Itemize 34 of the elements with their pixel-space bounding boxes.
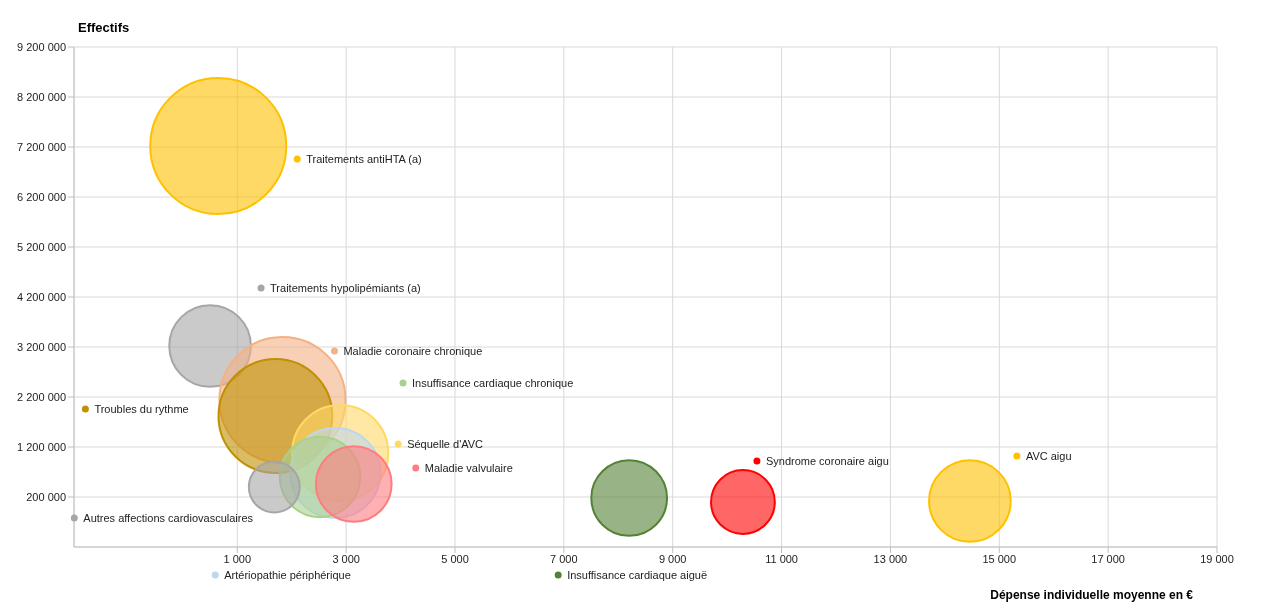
x-tick-label: 13 000 — [873, 552, 908, 565]
legend-label: Autres affections cardiovasculaires — [83, 512, 254, 524]
legend-label: Maladie coronaire chronique — [343, 345, 483, 357]
x-tick-label: 9 000 — [658, 552, 687, 565]
x-tick-label: 19 000 — [1200, 552, 1234, 565]
y-tick-label: 5 200 000 — [17, 240, 66, 253]
x-axis-title: Dépense individuelle moyenne en € — [990, 588, 1193, 602]
legend-label: Artériopathie périphérique — [224, 569, 351, 581]
legend-label: Traitements hypolipémiants (a) — [270, 282, 421, 294]
legend-label: Séquelle d'AVC — [407, 438, 484, 450]
x-tick-label: 11 000 — [765, 552, 798, 565]
legend-label: Syndrome coronaire aigu — [765, 455, 889, 467]
x-tick-label: 17 000 — [1091, 552, 1125, 565]
x-tick-label: 1 000 — [223, 552, 252, 565]
x-tick-label: 5 000 — [441, 552, 469, 565]
y-tick-label: 1 200 000 — [17, 440, 66, 453]
y-axis-title: Effectifs — [78, 20, 130, 35]
y-tick-label: 200 000 — [26, 490, 66, 503]
y-tick-label: 4 200 000 — [17, 290, 66, 303]
y-tick-label: 9 200 000 — [17, 40, 66, 53]
y-tick-label: 8 200 000 — [17, 90, 66, 103]
x-tick-label: 15 000 — [982, 552, 1017, 565]
y-tick-label: 2 200 000 — [17, 390, 66, 403]
y-tick-label: 6 200 000 — [17, 190, 66, 203]
legend-label: Maladie valvulaire — [424, 462, 513, 474]
x-tick-label: 7 000 — [550, 552, 578, 565]
legend-label: Troubles du rythme — [94, 403, 189, 415]
x-tick-label: 3 000 — [332, 552, 360, 565]
y-tick-label: 3 200 000 — [17, 340, 66, 353]
legend-label: AVC aigu — [1025, 450, 1072, 462]
legend-label: Insuffisance cardiaque aiguë — [567, 569, 708, 581]
y-tick-label: 7 200 000 — [17, 140, 66, 153]
legend-label: Traitements antiHTA (a) — [306, 153, 422, 165]
legend-label: Insuffisance cardiaque chronique — [412, 377, 574, 389]
